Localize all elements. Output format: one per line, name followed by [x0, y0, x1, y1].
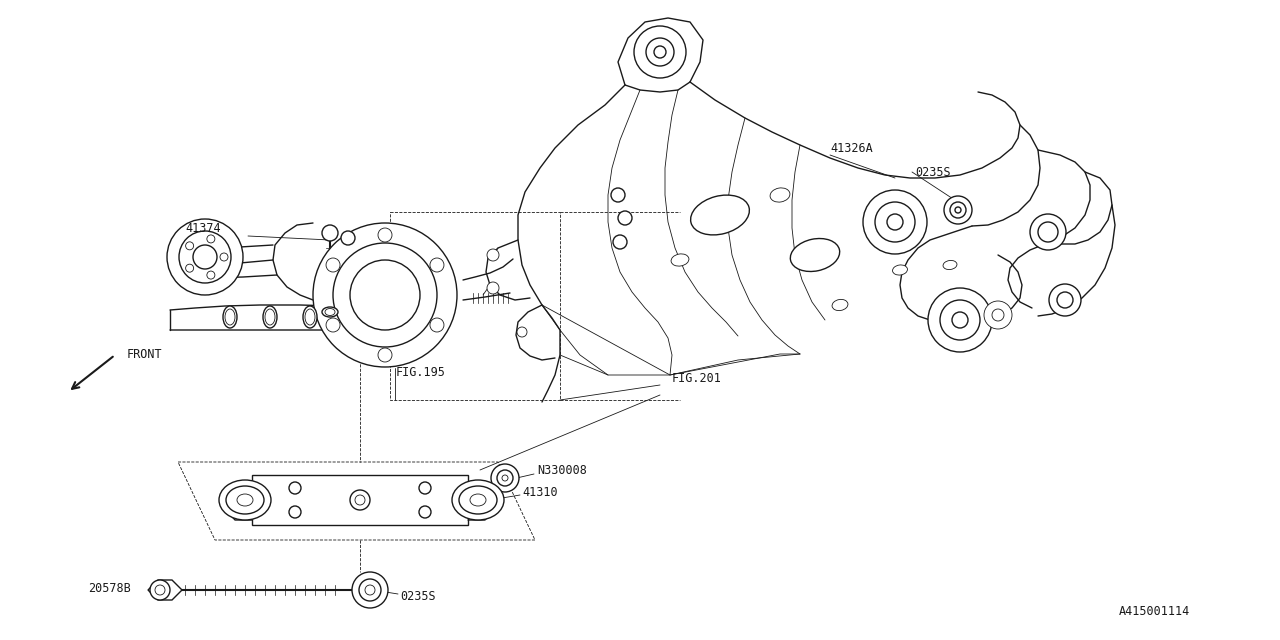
Circle shape [355, 495, 365, 505]
Circle shape [220, 253, 228, 261]
Circle shape [486, 249, 499, 261]
Ellipse shape [470, 494, 486, 506]
Ellipse shape [460, 486, 497, 514]
Text: N330008: N330008 [538, 465, 586, 477]
Text: 41326A: 41326A [829, 141, 873, 154]
Ellipse shape [237, 494, 253, 506]
Ellipse shape [262, 306, 276, 328]
Text: 20578B: 20578B [88, 582, 131, 595]
Circle shape [984, 301, 1012, 329]
Circle shape [613, 235, 627, 249]
Circle shape [207, 235, 215, 243]
Ellipse shape [943, 260, 957, 269]
Circle shape [940, 300, 980, 340]
Circle shape [955, 207, 961, 213]
Circle shape [928, 288, 992, 352]
Circle shape [1038, 222, 1059, 242]
Ellipse shape [691, 195, 749, 235]
Circle shape [155, 585, 165, 595]
Ellipse shape [227, 486, 264, 514]
Ellipse shape [325, 308, 335, 316]
Circle shape [179, 231, 230, 283]
Ellipse shape [832, 300, 847, 310]
Circle shape [378, 348, 392, 362]
Polygon shape [148, 580, 182, 600]
Text: FRONT: FRONT [127, 349, 163, 362]
Circle shape [150, 580, 170, 600]
Circle shape [326, 318, 340, 332]
Ellipse shape [223, 306, 237, 328]
Ellipse shape [303, 306, 317, 328]
Circle shape [950, 202, 966, 218]
Circle shape [887, 214, 902, 230]
Circle shape [349, 260, 420, 330]
Circle shape [326, 258, 340, 272]
Circle shape [618, 211, 632, 225]
Circle shape [289, 506, 301, 518]
Circle shape [654, 46, 666, 58]
Circle shape [492, 464, 518, 492]
Circle shape [876, 202, 915, 242]
Circle shape [166, 219, 243, 295]
Circle shape [419, 506, 431, 518]
Circle shape [186, 242, 193, 250]
Text: FIG.195: FIG.195 [396, 365, 445, 378]
Circle shape [378, 228, 392, 242]
Ellipse shape [790, 239, 840, 271]
Circle shape [992, 309, 1004, 321]
Circle shape [945, 196, 972, 224]
Text: 41374: 41374 [186, 221, 220, 234]
Ellipse shape [671, 254, 689, 266]
Circle shape [952, 312, 968, 328]
Circle shape [314, 223, 457, 367]
Text: 41310: 41310 [522, 486, 558, 499]
Circle shape [430, 318, 444, 332]
Ellipse shape [452, 480, 504, 520]
Circle shape [352, 572, 388, 608]
Circle shape [1057, 292, 1073, 308]
Circle shape [349, 490, 370, 510]
Ellipse shape [892, 265, 908, 275]
Ellipse shape [323, 307, 338, 317]
Circle shape [333, 243, 436, 347]
Circle shape [323, 225, 338, 241]
Circle shape [430, 258, 444, 272]
Circle shape [193, 245, 218, 269]
Circle shape [365, 585, 375, 595]
Circle shape [486, 282, 499, 294]
Circle shape [340, 231, 355, 245]
Circle shape [358, 579, 381, 601]
Circle shape [497, 470, 513, 486]
Text: FIG.201: FIG.201 [672, 371, 722, 385]
Circle shape [502, 475, 508, 481]
Circle shape [646, 38, 675, 66]
Ellipse shape [265, 309, 275, 325]
Ellipse shape [225, 309, 236, 325]
Circle shape [517, 327, 527, 337]
Ellipse shape [771, 188, 790, 202]
Text: A415001114: A415001114 [1119, 605, 1190, 618]
Ellipse shape [305, 309, 315, 325]
Circle shape [1030, 214, 1066, 250]
Circle shape [419, 482, 431, 494]
Circle shape [611, 188, 625, 202]
Circle shape [863, 190, 927, 254]
Polygon shape [252, 475, 468, 525]
Circle shape [186, 264, 193, 272]
Circle shape [1050, 284, 1082, 316]
Circle shape [207, 271, 215, 279]
Text: 0235S: 0235S [915, 166, 951, 179]
Ellipse shape [219, 480, 271, 520]
Circle shape [289, 482, 301, 494]
Circle shape [634, 26, 686, 78]
Text: 0235S: 0235S [399, 589, 435, 602]
